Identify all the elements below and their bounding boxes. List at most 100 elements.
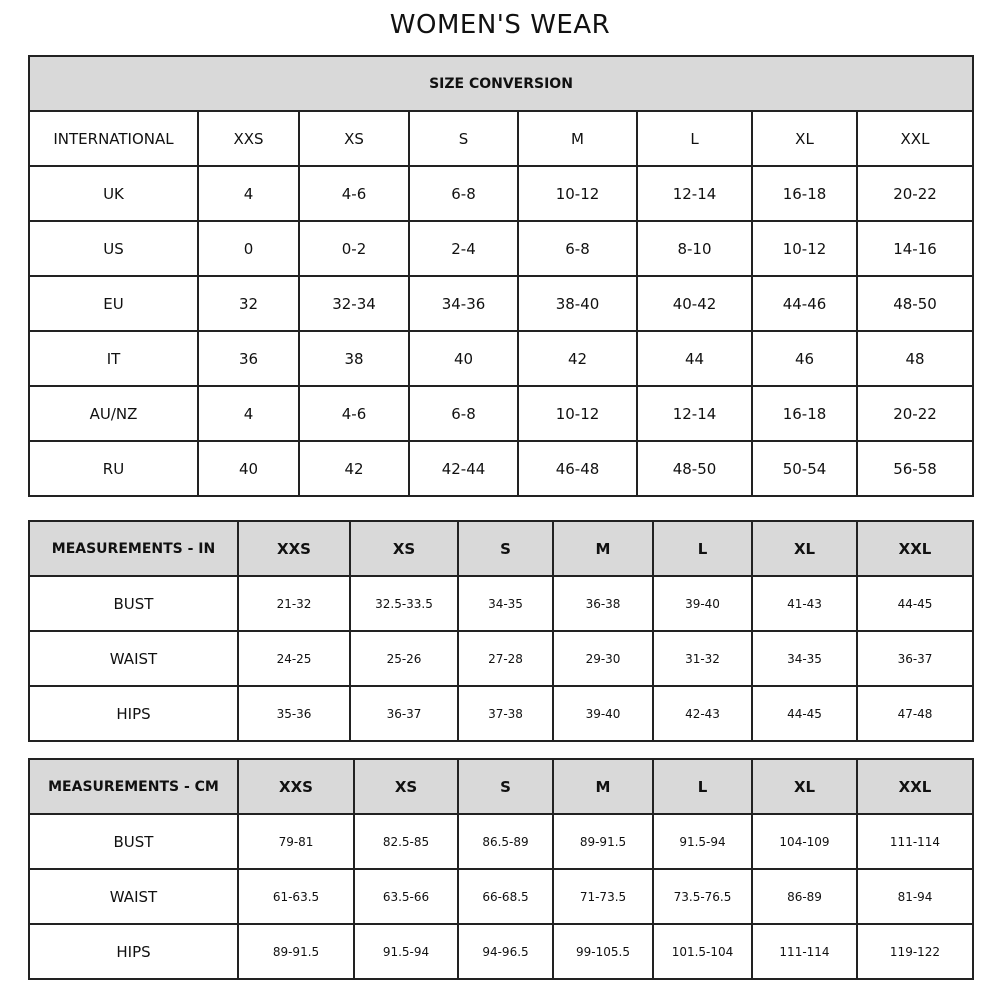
table-row: EU 32 32-34 34-36 38-40 40-42 44-46 48-50 bbox=[28, 275, 974, 332]
size-value: 36-37 bbox=[856, 630, 974, 687]
size-header: XXL bbox=[856, 520, 974, 577]
size-value: 63.5-66 bbox=[353, 868, 459, 925]
size-value: 48-50 bbox=[856, 275, 974, 332]
size-value: 4-6 bbox=[298, 385, 410, 442]
size-header: XXL bbox=[856, 758, 974, 815]
row-label: IT bbox=[28, 330, 199, 387]
size-value: 0-2 bbox=[298, 220, 410, 277]
row-label: HIPS bbox=[28, 923, 239, 980]
size-value: 38 bbox=[298, 330, 410, 387]
size-value: 16-18 bbox=[751, 385, 858, 442]
size-header: S bbox=[457, 758, 554, 815]
size-value: 61-63.5 bbox=[237, 868, 355, 925]
size-value: 56-58 bbox=[856, 440, 974, 497]
row-label: AU/NZ bbox=[28, 385, 199, 442]
size-header: M bbox=[517, 110, 638, 167]
size-header: XS bbox=[349, 520, 459, 577]
size-header: XL bbox=[751, 758, 858, 815]
table-row: BUST 79-81 82.5-85 86.5-89 89-91.5 91.5-94 104… bbox=[28, 813, 974, 870]
size-value: 44-46 bbox=[751, 275, 858, 332]
size-header: L bbox=[636, 110, 753, 167]
size-value: 42-44 bbox=[408, 440, 519, 497]
size-value: 46 bbox=[751, 330, 858, 387]
size-value: 6-8 bbox=[408, 385, 519, 442]
size-value: 21-32 bbox=[237, 575, 351, 632]
size-value: 2-4 bbox=[408, 220, 519, 277]
size-value: 42 bbox=[517, 330, 638, 387]
size-header: XL bbox=[751, 110, 858, 167]
size-header: S bbox=[457, 520, 554, 577]
row-label: BUST bbox=[28, 813, 239, 870]
size-header: XXL bbox=[856, 110, 974, 167]
header-row: MEASUREMENTS - CM XXS XS S M L XL XXL bbox=[28, 758, 974, 815]
page-title: WOMEN'S WEAR bbox=[389, 10, 611, 40]
size-header: XS bbox=[298, 110, 410, 167]
size-value: 86-89 bbox=[751, 868, 858, 925]
size-value: 12-14 bbox=[636, 165, 753, 222]
size-value: 119-122 bbox=[856, 923, 974, 980]
size-value: 50-54 bbox=[751, 440, 858, 497]
size-value: 34-36 bbox=[408, 275, 519, 332]
row-label: US bbox=[28, 220, 199, 277]
size-value: 29-30 bbox=[552, 630, 654, 687]
size-conversion-heading: SIZE CONVERSION bbox=[28, 55, 974, 112]
size-value: 20-22 bbox=[856, 165, 974, 222]
size-value: 32 bbox=[197, 275, 300, 332]
size-value: 12-14 bbox=[636, 385, 753, 442]
row-label: EU bbox=[28, 275, 199, 332]
size-header: M bbox=[552, 520, 654, 577]
size-value: 24-25 bbox=[237, 630, 351, 687]
size-value: 81-94 bbox=[856, 868, 974, 925]
table-row: HIPS 89-91.5 91.5-94 94-96.5 99-105.5 101.5-1… bbox=[28, 923, 974, 980]
row-label: UK bbox=[28, 165, 199, 222]
size-conversion-table: SIZE CONVERSION INTERNATIONAL XXS XS S M L XL X… bbox=[28, 55, 974, 497]
header-row: INTERNATIONAL XXS XS S M L XL XXL bbox=[28, 110, 974, 167]
size-header: XXS bbox=[237, 520, 351, 577]
size-header: S bbox=[408, 110, 519, 167]
size-value: 86.5-89 bbox=[457, 813, 554, 870]
size-value: 0 bbox=[197, 220, 300, 277]
size-value: 39-40 bbox=[552, 685, 654, 742]
row-label: BUST bbox=[28, 575, 239, 632]
size-value: 48 bbox=[856, 330, 974, 387]
size-value: 91.5-94 bbox=[652, 813, 753, 870]
table-row: AU/NZ 4 4-6 6-8 10-12 12-14 16-18 20-22 bbox=[28, 385, 974, 442]
size-value: 4 bbox=[197, 165, 300, 222]
header-label: INTERNATIONAL bbox=[28, 110, 199, 167]
size-value: 42 bbox=[298, 440, 410, 497]
size-header: M bbox=[552, 758, 654, 815]
size-value: 89-91.5 bbox=[552, 813, 654, 870]
size-value: 40 bbox=[408, 330, 519, 387]
header-label: MEASUREMENTS - CM bbox=[28, 758, 239, 815]
size-value: 46-48 bbox=[517, 440, 638, 497]
measurements-cm-table: MEASUREMENTS - CM XXS XS S M L XL XXL BUST 79-81 8… bbox=[28, 758, 974, 980]
table-row: WAIST 24-25 25-26 27-28 29-30 31-32 34-35 36-37 bbox=[28, 630, 974, 687]
table-row: HIPS 35-36 36-37 37-38 39-40 42-43 44-45 47-48 bbox=[28, 685, 974, 742]
table-row: WAIST 61-63.5 63.5-66 66-68.5 71-73.5 73.5-76… bbox=[28, 868, 974, 925]
size-value: 44 bbox=[636, 330, 753, 387]
measurements-inches-table: MEASUREMENTS - IN XXS XS S M L XL XXL BUST 21-32 3… bbox=[28, 520, 974, 742]
size-value: 31-32 bbox=[652, 630, 753, 687]
size-value: 40 bbox=[197, 440, 300, 497]
size-value: 71-73.5 bbox=[552, 868, 654, 925]
size-value: 32.5-33.5 bbox=[349, 575, 459, 632]
size-value: 79-81 bbox=[237, 813, 355, 870]
size-value: 25-26 bbox=[349, 630, 459, 687]
size-value: 34-35 bbox=[751, 630, 858, 687]
size-header: L bbox=[652, 520, 753, 577]
size-header: XL bbox=[751, 520, 858, 577]
table-row: UK 4 4-6 6-8 10-12 12-14 16-18 20-22 bbox=[28, 165, 974, 222]
size-value: 10-12 bbox=[751, 220, 858, 277]
size-value: 34-35 bbox=[457, 575, 554, 632]
size-value: 16-18 bbox=[751, 165, 858, 222]
size-value: 44-45 bbox=[856, 575, 974, 632]
row-label: RU bbox=[28, 440, 199, 497]
size-value: 41-43 bbox=[751, 575, 858, 632]
size-value: 10-12 bbox=[517, 165, 638, 222]
table-row: RU 40 42 42-44 46-48 48-50 50-54 56-58 bbox=[28, 440, 974, 497]
size-value: 8-10 bbox=[636, 220, 753, 277]
size-value: 10-12 bbox=[517, 385, 638, 442]
size-value: 66-68.5 bbox=[457, 868, 554, 925]
size-value: 44-45 bbox=[751, 685, 858, 742]
size-value: 36-37 bbox=[349, 685, 459, 742]
